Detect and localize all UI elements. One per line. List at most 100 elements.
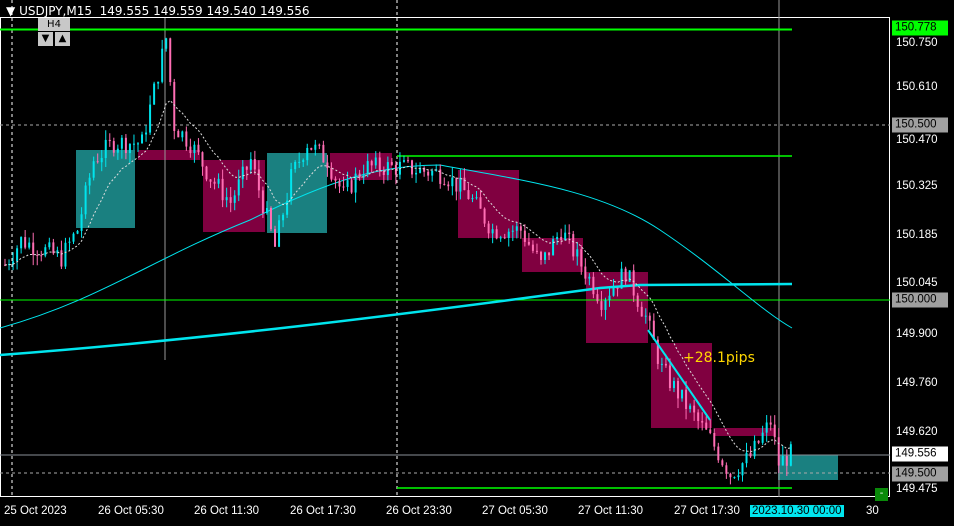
candle-body — [729, 473, 732, 478]
candle-body — [165, 38, 168, 49]
candle-body — [4, 264, 6, 266]
candle-body — [483, 208, 486, 224]
candle-body — [398, 161, 401, 175]
y-tick-label: 149.620 — [896, 425, 938, 438]
h4-box — [715, 428, 775, 436]
candle-body — [374, 157, 377, 166]
candle-body — [785, 456, 788, 466]
candle-body — [668, 365, 671, 389]
candle-body — [132, 143, 135, 145]
symbol-label: USDJPY,M15 — [19, 4, 92, 18]
candle-body — [88, 177, 91, 186]
candle-body — [241, 166, 244, 180]
candle-body — [28, 242, 31, 248]
candle-body — [197, 144, 200, 153]
candle-body — [741, 463, 744, 476]
candle-body — [92, 161, 95, 178]
candle-body — [229, 197, 232, 203]
timeframe-down-button[interactable]: ▼ — [38, 32, 53, 46]
candle-body — [402, 160, 405, 162]
x-tick-label: 30 — [866, 505, 879, 517]
candle-body — [189, 146, 192, 154]
candle-body — [378, 157, 381, 171]
candle-body — [604, 300, 607, 310]
candle-body — [439, 169, 442, 184]
y-tick-label: 149.900 — [896, 327, 938, 340]
candle-body — [314, 144, 317, 150]
h4-box — [586, 272, 648, 343]
candle-body — [145, 132, 148, 135]
candle-body — [535, 250, 538, 252]
candle-body — [24, 237, 27, 248]
candle-body — [40, 255, 43, 257]
candle-body — [290, 169, 293, 201]
candle-body — [761, 432, 764, 443]
candle-body — [225, 197, 228, 201]
candle-body — [697, 412, 700, 421]
trend-line — [647, 329, 711, 421]
candle-body — [564, 232, 567, 240]
candle-body — [423, 167, 426, 172]
candle-body — [265, 208, 268, 214]
ohlc-values: 149.555 149.559 149.540 149.556 — [99, 4, 310, 18]
candle-body — [568, 232, 571, 235]
candle-body — [507, 231, 510, 238]
candle-body — [173, 82, 176, 131]
candle-body — [278, 220, 281, 247]
candle-body — [745, 452, 748, 464]
candle-body — [451, 177, 454, 187]
candle-body — [499, 237, 502, 239]
candle-body — [765, 422, 768, 433]
collapse-button[interactable]: - — [875, 488, 888, 501]
candle-body — [467, 190, 470, 200]
y-tick-label: 149.760 — [896, 376, 938, 389]
candle-body — [298, 161, 301, 163]
candle-body — [717, 446, 720, 461]
candle-body — [233, 195, 236, 203]
candle-body — [128, 143, 131, 154]
menu-arrow-icon[interactable]: ▼ — [6, 4, 16, 18]
candle-body — [330, 167, 333, 179]
candle-body — [644, 315, 647, 317]
candle-body — [705, 422, 708, 430]
candle-body — [656, 339, 659, 364]
h4-box — [778, 455, 838, 480]
pips-annotation: +28.1pips — [683, 350, 755, 366]
candle-body — [515, 226, 518, 231]
candle-body — [209, 179, 212, 182]
candle-body — [338, 180, 341, 187]
x-tick-label: 26 Oct 05:30 — [98, 505, 164, 517]
candle-body — [108, 139, 111, 142]
y-tick-label: 150.750 — [896, 37, 938, 50]
timeframe-button[interactable]: H4 — [38, 18, 70, 31]
candle-body — [169, 38, 172, 83]
candle-body — [640, 306, 643, 317]
price-tag: 150.500 — [892, 117, 948, 133]
candle-body — [342, 186, 345, 188]
candle-body — [672, 380, 675, 389]
h4-box — [330, 153, 392, 180]
candle-body — [205, 166, 208, 180]
x-tick-label: 27 Oct 11:30 — [578, 505, 643, 517]
price-tag: 149.500 — [892, 466, 948, 482]
candle-body — [733, 477, 736, 479]
candle-body — [588, 276, 591, 279]
timeframe-up-button[interactable]: ▲ — [55, 32, 70, 46]
candle-body — [677, 380, 680, 399]
candle-body — [620, 268, 623, 289]
candle-body — [237, 179, 240, 196]
candle-body — [390, 162, 393, 165]
candle-body — [459, 177, 462, 192]
candle-body — [193, 144, 196, 154]
candle-body — [636, 295, 639, 307]
candle-body — [318, 144, 321, 146]
candle-body — [737, 475, 740, 478]
candle-body — [596, 294, 599, 302]
candle-body — [358, 173, 361, 178]
candle-body — [632, 270, 635, 296]
candle-body — [531, 244, 534, 251]
candle-body — [334, 178, 337, 181]
candle-body — [503, 237, 506, 239]
